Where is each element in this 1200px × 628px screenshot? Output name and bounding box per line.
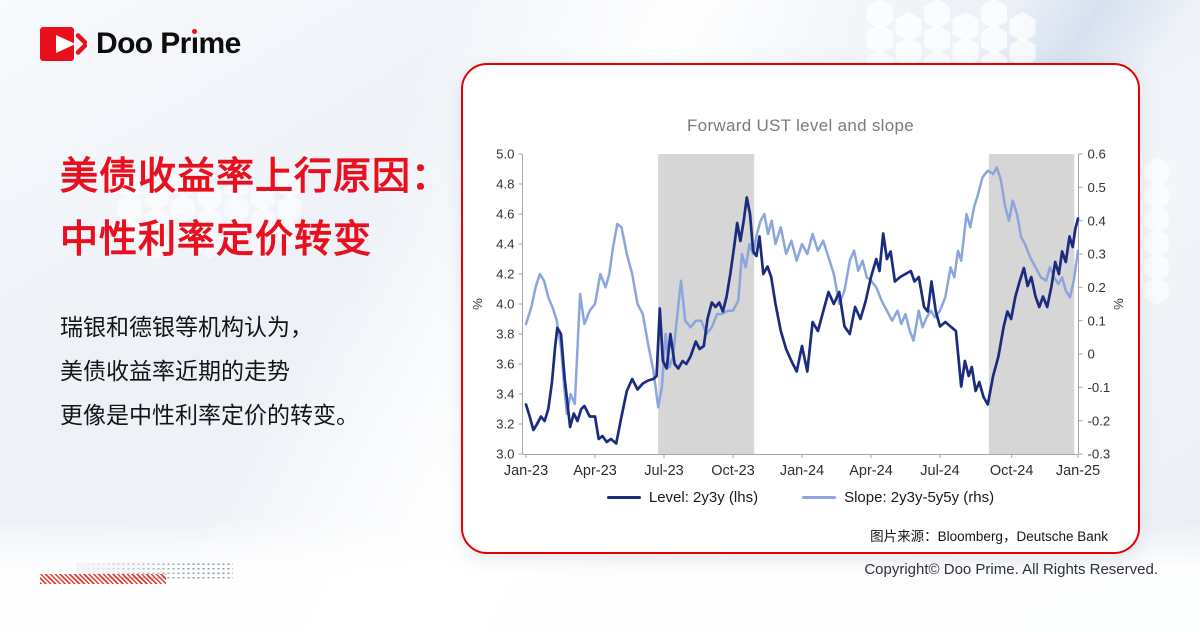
left-axis-unit: % — [470, 298, 485, 310]
series-line-left — [524, 196, 1080, 445]
body-text-line: 更像是中性利率定价的转变。 — [60, 402, 359, 428]
legend-item-slope: Slope: 2y3y-5y5y (rhs) — [802, 489, 994, 506]
logo-i-dot — [191, 28, 197, 34]
left-tick-label: 3.6 — [496, 357, 514, 372]
shaded-band — [988, 154, 1075, 454]
legend-label-slope: Slope: 2y3y-5y5y (rhs) — [844, 489, 995, 506]
headline-line-1: 美债收益率上行原因： — [60, 156, 451, 198]
forward-ust-chart: 5.0 4.8 4.6 4.4 4.2 4.0 3.8 3.6 3.4 3.2 3.0 0.6 0.5 0… — [470, 147, 1126, 479]
series-line-right — [524, 166, 1080, 416]
x-tick-label: Jan-23 — [504, 463, 548, 479]
legend-item-level: Level: 2y3y (lhs) — [606, 489, 759, 506]
right-tick-label: 0.6 — [1088, 147, 1106, 162]
headline: 美债收益率上行原因： 中性利率定价转变 — [60, 146, 450, 272]
headline-line-2: 中性利率定价转变 — [60, 219, 373, 261]
hexagon — [1144, 205, 1169, 234]
left-tick-label: 3.0 — [496, 447, 514, 462]
body-text-line: 瑞银和德银等机构认为， — [60, 314, 313, 340]
right-tick-label: 0.1 — [1088, 313, 1106, 328]
shaded-band — [658, 154, 755, 454]
legend-label-level: Level: 2y3y (lhs) — [648, 489, 759, 506]
copyright-text: Copyright© Doo Prime. All Rights Reserve… — [864, 561, 1158, 578]
left-tick-label: 4.4 — [496, 237, 514, 252]
right-tick-label: -0.1 — [1088, 380, 1111, 395]
x-tick-label: Jul-23 — [644, 463, 684, 479]
body-text: 瑞银和德银等机构认为， 美债收益率近期的走势 更像是中性利率定价的转变。 — [60, 305, 359, 437]
level-line-swatch — [606, 495, 641, 500]
logo-arrow-notch — [56, 35, 76, 53]
x-tick-label: Jan-25 — [1056, 463, 1100, 479]
x-tick-label: Oct-23 — [711, 463, 755, 479]
right-tick-label: 0.5 — [1088, 180, 1106, 195]
red-hatch-bar — [40, 574, 166, 584]
doo-prime-logo: Doo Pr ıme — [40, 24, 241, 64]
right-tick-label: 0.4 — [1088, 213, 1106, 228]
left-tick-label: 3.2 — [496, 417, 514, 432]
logo-text: Doo Pr ıme — [96, 27, 241, 60]
left-tick-label: 4.2 — [496, 267, 514, 282]
hexagon — [1144, 276, 1169, 305]
right-tick-label: -0.3 — [1088, 447, 1111, 462]
chart-title: Forward UST level and slope — [687, 116, 914, 135]
right-tick-label: -0.2 — [1088, 413, 1111, 428]
left-tick-label: 4.8 — [496, 177, 514, 192]
x-tick-label: Apr-24 — [849, 463, 893, 479]
right-axis-unit: % — [1111, 298, 1126, 310]
right-tick-label: 0.2 — [1088, 280, 1106, 295]
left-tick-label: 5.0 — [496, 147, 514, 162]
right-tick-label: 0 — [1088, 347, 1095, 362]
chart-card: Forward UST level and slope 5.0 4.8 4.6 4.4… — [461, 63, 1140, 554]
x-tick-label: Jul-24 — [920, 463, 960, 479]
left-tick-label: 4.0 — [496, 297, 514, 312]
left-tick-label: 4.6 — [496, 207, 514, 222]
right-tick-label: 0.3 — [1088, 247, 1106, 262]
hexagon — [1144, 253, 1169, 282]
left-tick-label: 3.4 — [496, 387, 514, 402]
x-tick-label: Oct-24 — [990, 463, 1034, 479]
chart-legend: Level: 2y3y (lhs) Slope: 2y3y-5y5y (rhs) — [463, 489, 1138, 506]
hexagon — [1144, 229, 1169, 258]
left-tick-label: 3.8 — [496, 327, 514, 342]
x-tick-label: Apr-23 — [573, 463, 617, 479]
source-label: 图片来源：Bloomberg，Deutsche Bank — [870, 529, 1108, 544]
x-tick-label: Jan-24 — [780, 463, 824, 479]
body-text-line: 美债收益率近期的走势 — [60, 358, 290, 384]
slope-line-swatch — [802, 495, 837, 500]
doo-prime-logo-icon — [40, 27, 87, 61]
